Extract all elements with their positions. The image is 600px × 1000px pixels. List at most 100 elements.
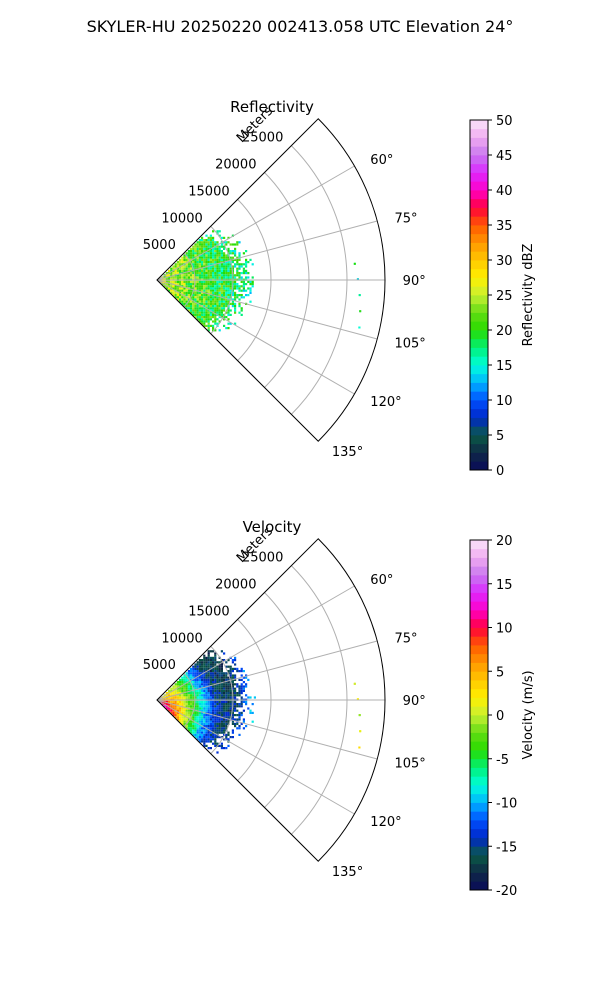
colorbar-tick-label: -5 xyxy=(496,753,509,768)
colorbar: -20 -15 -10 -5 0 5 10 15 20 Velocity (m/s) xyxy=(469,534,536,899)
colorbar-tick-label: 10 xyxy=(496,394,513,409)
azimuth-tick-label: 105° xyxy=(394,757,425,772)
colorbar-segment xyxy=(470,741,488,751)
azimuth-tick-label: 60° xyxy=(370,573,393,588)
colorbar-tick-label: 10 xyxy=(496,622,513,637)
radar-echo-pixels xyxy=(159,230,362,332)
colorbar-segment xyxy=(470,260,488,270)
colorbar-segment xyxy=(470,155,488,165)
colorbar-segment xyxy=(470,233,488,243)
colorbar-tick-label: 45 xyxy=(496,149,513,164)
colorbar-segment xyxy=(470,347,488,357)
colorbar-tick-label: 30 xyxy=(496,254,513,269)
colorbar-segment xyxy=(470,163,488,173)
colorbar-segment xyxy=(470,242,488,252)
azimuth-gridline xyxy=(156,699,355,815)
velocity-title: Velocity xyxy=(243,518,302,536)
colorbar: 0 5 10 15 20 25 30 35 40 45 50 Reflectivity dBZ xyxy=(469,114,536,479)
colorbar-segment xyxy=(470,583,488,593)
colorbar-segment xyxy=(470,356,488,366)
colorbar-segment xyxy=(470,811,488,821)
colorbar-segment xyxy=(470,338,488,348)
colorbar-segment xyxy=(470,793,488,803)
colorbar-segment xyxy=(470,837,488,847)
colorbar-segment xyxy=(470,120,488,130)
range-tick-label: 10000 xyxy=(161,211,202,226)
colorbar-segment xyxy=(470,303,488,313)
azimuth-gridline xyxy=(156,279,378,340)
colorbar-segment xyxy=(470,435,488,445)
colorbar-segment xyxy=(470,443,488,453)
range-tick-label: 5000 xyxy=(143,238,176,253)
azimuth-tick-label: 120° xyxy=(370,815,401,830)
colorbar-segment xyxy=(470,146,488,156)
colorbar-segment xyxy=(470,181,488,191)
colorbar-segment xyxy=(470,732,488,742)
colorbar-segment xyxy=(470,776,488,786)
colorbar-segment xyxy=(470,802,488,812)
colorbar-segment xyxy=(470,653,488,663)
colorbar-segment xyxy=(470,723,488,733)
azimuth-tick-label: 105° xyxy=(394,337,425,352)
colorbar-segment xyxy=(470,408,488,418)
colorbar-segment xyxy=(470,225,488,235)
azimuth-gridline xyxy=(156,640,378,701)
colorbar-segment xyxy=(470,618,488,628)
colorbar-segment xyxy=(470,601,488,611)
colorbar-tick-label: -15 xyxy=(496,840,517,855)
azimuth-tick-label: 90° xyxy=(403,694,426,709)
colorbar-tick-label: 35 xyxy=(496,219,513,234)
colorbar-segment xyxy=(470,382,488,392)
range-tick-label: 15000 xyxy=(188,184,229,199)
colorbar-label: Reflectivity dBZ xyxy=(521,244,536,347)
colorbar-segment xyxy=(470,758,488,768)
range-tick-label: 20000 xyxy=(215,578,256,593)
colorbar-tick-label: 50 xyxy=(496,114,513,129)
colorbar-segment xyxy=(470,872,488,882)
colorbar-tick-label: 20 xyxy=(496,324,513,339)
reflectivity-title: Reflectivity xyxy=(230,98,314,116)
colorbar-segment xyxy=(470,688,488,698)
azimuth-tick-label: 60° xyxy=(370,153,393,168)
colorbar-segment xyxy=(470,417,488,427)
colorbar-segment xyxy=(470,548,488,558)
range-tick-label: 10000 xyxy=(161,631,202,646)
colorbar-segment xyxy=(470,636,488,646)
colorbar-segment xyxy=(470,452,488,462)
colorbar-segment xyxy=(470,592,488,602)
colorbar-tick-label: 5 xyxy=(496,429,504,444)
figure-title: SKYLER-HU 20250220 002413.058 UTC Elevat… xyxy=(87,17,514,36)
colorbar-tick-label: 15 xyxy=(496,359,513,374)
colorbar-segment xyxy=(470,855,488,865)
colorbar-segment xyxy=(470,426,488,436)
colorbar-segment xyxy=(470,391,488,401)
colorbar-segment xyxy=(470,128,488,138)
azimuth-gridline xyxy=(156,220,378,281)
colorbar-segment xyxy=(470,277,488,287)
colorbar-segment xyxy=(470,373,488,383)
azimuth-gridline xyxy=(156,279,355,395)
reflectivity-panel: Reflectivity500010000150002000025000Mete… xyxy=(143,98,536,479)
colorbar-segment xyxy=(470,846,488,856)
colorbar-segment xyxy=(470,268,488,278)
azimuth-gridline xyxy=(156,585,355,701)
azimuth-gridline xyxy=(156,699,378,760)
azimuth-tick-label: 120° xyxy=(370,395,401,410)
azimuth-tick-label: 90° xyxy=(403,274,426,289)
colorbar-segment xyxy=(470,207,488,217)
colorbar-segment xyxy=(470,715,488,725)
colorbar-segment xyxy=(470,697,488,707)
colorbar-tick-label: 5 xyxy=(496,665,504,680)
azimuth-gridline xyxy=(156,165,355,281)
colorbar-segment xyxy=(470,820,488,830)
range-tick-label: 5000 xyxy=(143,658,176,673)
colorbar-tick-label: 0 xyxy=(496,709,504,724)
range-tick-label: 15000 xyxy=(188,604,229,619)
sector-outline xyxy=(156,538,386,862)
colorbar-segment xyxy=(470,198,488,208)
colorbar-segment xyxy=(470,216,488,226)
colorbar-segment xyxy=(470,400,488,410)
colorbar-segment xyxy=(470,540,488,550)
colorbar-segment xyxy=(470,251,488,261)
colorbar-segment xyxy=(470,330,488,340)
